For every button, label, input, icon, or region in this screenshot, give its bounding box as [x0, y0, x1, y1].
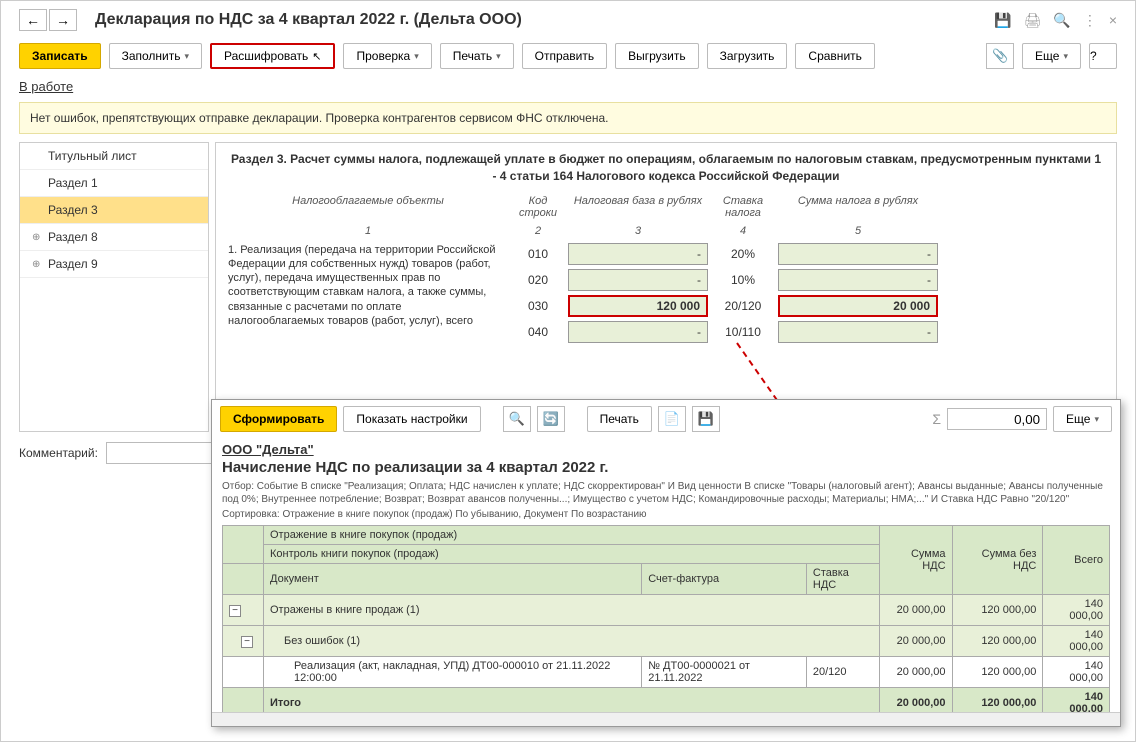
- nav-forward-button[interactable]: →: [49, 9, 77, 31]
- main-toolbar: Записать Заполнить▾ Расшифровать ↖ Прове…: [1, 39, 1135, 77]
- close-icon[interactable]: ×: [1109, 12, 1117, 29]
- more-button[interactable]: Еще▾: [1022, 43, 1081, 69]
- nav-back-button[interactable]: ←: [19, 9, 47, 31]
- section-content: Раздел 3. Расчет суммы налога, подлежаще…: [215, 142, 1117, 432]
- base-020[interactable]: -: [568, 269, 708, 291]
- fill-button[interactable]: Заполнить▾: [109, 43, 202, 69]
- base-010[interactable]: -: [568, 243, 708, 265]
- form-report-button[interactable]: Сформировать: [220, 406, 337, 432]
- sidebar-item-section-1[interactable]: Раздел 1: [20, 170, 208, 197]
- save-icon[interactable]: 💾: [994, 12, 1011, 29]
- base-040[interactable]: -: [568, 321, 708, 343]
- sidebar-item-section-9[interactable]: ⊕Раздел 9: [20, 251, 208, 278]
- compare-button[interactable]: Сравнить: [795, 43, 874, 69]
- popup-more-button[interactable]: Еще▾: [1053, 406, 1112, 432]
- report-title: Начисление НДС по реализации за 4 кварта…: [222, 459, 1110, 476]
- preview-icon[interactable]: 📄: [658, 406, 686, 432]
- data-row-030: 030 120 000 20/120 20 000: [508, 295, 1104, 317]
- sidebar-item-section-8[interactable]: ⊕Раздел 8: [20, 224, 208, 251]
- sum-field[interactable]: [947, 408, 1047, 430]
- data-row-040: 040 - 10/110 -: [508, 321, 1104, 343]
- table-row[interactable]: − Отражены в книге продаж (1) 20 000,00 …: [223, 595, 1110, 626]
- table-row[interactable]: Реализация (акт, накладная, УПД) ДТ00-00…: [223, 657, 1110, 688]
- data-row-020: 020 - 10% -: [508, 269, 1104, 291]
- tax-040[interactable]: -: [778, 321, 938, 343]
- tree-toggle-icon[interactable]: −: [229, 605, 241, 617]
- popup-print-button[interactable]: Печать: [587, 406, 652, 432]
- base-030[interactable]: 120 000: [568, 295, 708, 317]
- report-popup: Сформировать Показать настройки 🔍 🔄 Печа…: [211, 399, 1121, 727]
- org-name: ООО "Дельта": [222, 442, 1110, 457]
- connector-line: [736, 342, 778, 400]
- row-label: 1. Реализация (передача на территории Ро…: [228, 243, 508, 347]
- report-table: Отражение в книге покупок (продаж) Сумма…: [222, 525, 1110, 712]
- comment-label: Комментарий:: [19, 446, 98, 460]
- table-row[interactable]: − Без ошибок (1) 20 000,00 120 000,00 14…: [223, 626, 1110, 657]
- sigma-icon: Σ: [932, 411, 941, 427]
- tax-010[interactable]: -: [778, 243, 938, 265]
- save-button[interactable]: Записать: [19, 43, 101, 69]
- horizontal-scrollbar[interactable]: [212, 712, 1120, 726]
- decode-button[interactable]: Расшифровать ↖: [210, 43, 335, 69]
- status-link[interactable]: В работе: [1, 77, 1135, 102]
- export-button[interactable]: Выгрузить: [615, 43, 699, 69]
- sidebar-item-title-page[interactable]: Титульный лист: [20, 143, 208, 170]
- attach-button[interactable]: 📎: [986, 43, 1014, 69]
- tax-030[interactable]: 20 000: [778, 295, 938, 317]
- sections-sidebar: Титульный лист Раздел 1 Раздел 3 ⊕Раздел…: [19, 142, 209, 432]
- print-icon[interactable]: 🖨: [1024, 12, 1042, 29]
- info-bar: Нет ошибок, препятствующих отправке декл…: [19, 102, 1117, 134]
- print-button[interactable]: Печать▾: [440, 43, 514, 69]
- check-button[interactable]: Проверка▾: [343, 43, 431, 69]
- page-title: Декларация по НДС за 4 квартал 2022 г. (…: [95, 11, 988, 29]
- sort-text: Сортировка: Отражение в книге покупок (п…: [222, 508, 1110, 521]
- import-button[interactable]: Загрузить: [707, 43, 788, 69]
- zoom-in-icon[interactable]: 🔍: [503, 406, 531, 432]
- show-settings-button[interactable]: Показать настройки: [343, 406, 480, 432]
- data-row-010: 010 - 20% -: [508, 243, 1104, 265]
- help-button[interactable]: ?: [1089, 43, 1117, 69]
- tree-toggle-icon[interactable]: −: [241, 636, 253, 648]
- zoom-reset-icon[interactable]: 🔄: [537, 406, 565, 432]
- popup-save-icon[interactable]: 💾: [692, 406, 720, 432]
- tax-020[interactable]: -: [778, 269, 938, 291]
- sidebar-item-section-3[interactable]: Раздел 3: [20, 197, 208, 224]
- search-icon[interactable]: 🔍: [1053, 12, 1070, 29]
- section-title: Раздел 3. Расчет суммы налога, подлежаще…: [228, 151, 1104, 185]
- menu-icon[interactable]: ⋮: [1083, 12, 1097, 29]
- table-total-row: Итого 20 000,00 120 000,00 140 000,00: [223, 688, 1110, 713]
- filter-text: Отбор: Событие В списке "Реализация; Опл…: [222, 480, 1110, 506]
- send-button[interactable]: Отправить: [522, 43, 608, 69]
